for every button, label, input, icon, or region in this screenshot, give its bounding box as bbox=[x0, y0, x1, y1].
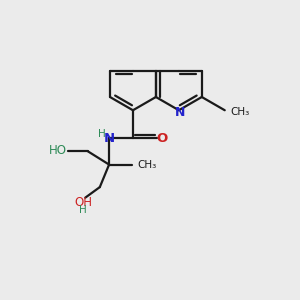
Text: N: N bbox=[103, 132, 115, 145]
Text: H: H bbox=[79, 205, 87, 215]
Text: O: O bbox=[157, 132, 168, 145]
Text: N: N bbox=[175, 106, 185, 119]
Text: H: H bbox=[98, 129, 106, 139]
Text: CH₃: CH₃ bbox=[137, 160, 156, 170]
Text: HO: HO bbox=[49, 144, 67, 157]
Text: OH: OH bbox=[74, 196, 92, 209]
Text: CH₃: CH₃ bbox=[230, 107, 249, 117]
